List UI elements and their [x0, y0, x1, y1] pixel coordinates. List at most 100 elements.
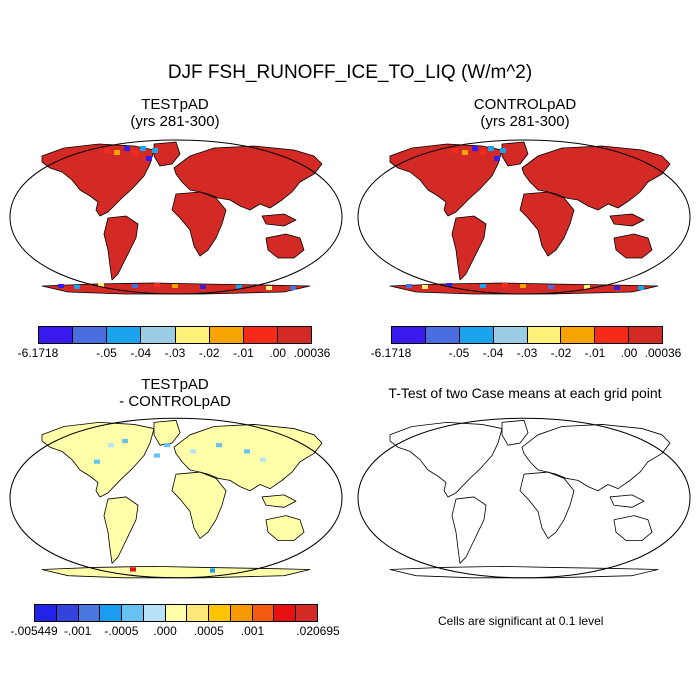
grid-cell — [260, 457, 266, 462]
colorbar-swatch — [122, 605, 144, 621]
colorbar-swatch — [459, 327, 494, 343]
grid-cell — [74, 285, 80, 289]
grid-cell — [98, 283, 104, 287]
grid-cell — [472, 146, 478, 151]
colorbar-tick-label: -.04 — [482, 346, 504, 360]
panel-control-years: (yrs 281-300) — [480, 113, 570, 130]
colorbar-swatch — [73, 327, 108, 343]
map-diff — [9, 417, 343, 579]
land-australia — [265, 515, 305, 541]
colorbar-swatch — [100, 605, 123, 621]
grid-cell — [132, 284, 138, 288]
grid-cell — [216, 443, 222, 448]
land-north-america — [389, 421, 503, 498]
colorbar-swatch — [141, 327, 176, 343]
colorbar-test — [38, 326, 312, 344]
panel-title-ttest: T-Test of two Case means at each grid po… — [350, 385, 700, 402]
colorbar-swatch — [230, 605, 253, 621]
grid-cell — [494, 156, 500, 161]
colorbar-swatch — [243, 327, 278, 343]
panel-test-name: TESTpAD — [141, 96, 209, 113]
colorbar-swatch — [209, 605, 231, 621]
colorbar-swatch — [425, 327, 460, 343]
colorbar-tick-label: -.001 — [64, 624, 92, 638]
colorbar-diff-labels: -.005449 -.001 -.0005 .000 .0005 .001 .020695 — [10, 624, 339, 638]
land-layer — [389, 141, 671, 295]
colorbar-swatch — [274, 605, 297, 621]
land-greenland — [501, 419, 529, 446]
grid-cell — [190, 449, 196, 454]
colorbar-tick-label: -.02 — [198, 346, 220, 360]
colorbar-swatch — [209, 327, 244, 343]
colorbar-swatch — [78, 605, 101, 621]
land-antarctica — [389, 282, 659, 295]
colorbar-tick-label: .00036 — [644, 346, 682, 360]
colorbar-tick-label: -.0005 — [104, 624, 139, 638]
map-ttest — [357, 417, 691, 579]
grid-cell — [614, 286, 620, 290]
colorbar-control-labels: -6.1718 -.05 -.04 -.03 -.02 -.01 .00 .00036 — [371, 346, 682, 360]
colorbar-swatch — [39, 327, 74, 343]
land-layer — [389, 419, 671, 579]
colorbar-swatch — [143, 605, 166, 621]
colorbar-tick-label: -6.1718 — [17, 346, 59, 360]
grid-cell — [146, 156, 152, 161]
grid-cell — [480, 150, 486, 155]
panel-title-control: CONTROLpAD (yrs 281-300) — [350, 96, 700, 130]
land-europe-asia — [173, 145, 323, 211]
colorbar-swatch — [561, 327, 596, 343]
land-europe-asia — [521, 424, 671, 492]
colorbar-swatch — [595, 327, 630, 343]
land-indonesia — [609, 494, 645, 508]
panel-ttest-name: T-Test of two Case means at each grid po… — [388, 385, 662, 401]
colorbar-tick-label: .00 — [269, 346, 287, 360]
panel-control-name: CONTROLpAD — [473, 96, 577, 113]
colorbar-tick-label: -.03 — [516, 346, 538, 360]
grid-cell — [140, 146, 146, 151]
grid-cell — [290, 286, 296, 290]
colorbar-tick-label: .001 — [240, 624, 265, 638]
land-indonesia — [609, 213, 645, 227]
grid-cell — [108, 443, 114, 448]
grid-cell — [124, 146, 130, 151]
grid-cell — [584, 285, 590, 289]
land-africa — [171, 191, 227, 257]
land-greenland — [153, 141, 181, 167]
grid-cell — [58, 284, 64, 288]
grid-cell — [154, 283, 160, 287]
grid-cell — [520, 284, 526, 288]
figure-title: DJF FSH_RUNOFF_ICE_TO_LIQ (W/m^2) — [167, 62, 533, 83]
colorbar-test-labels: -6.1718 -.05 -.04 -.03 -.02 -.01 .00 .00036 — [18, 346, 331, 360]
colorbar-swatch — [175, 327, 210, 343]
land-south-america — [451, 215, 487, 281]
grid-cell — [164, 443, 170, 448]
ocean — [358, 418, 690, 578]
colorbar-swatch — [35, 605, 57, 621]
colorbar-swatch — [392, 327, 426, 343]
map-control — [357, 139, 691, 295]
colorbar-tick-label: -.05 — [448, 346, 470, 360]
grid-cell — [462, 150, 468, 155]
grid-cell — [210, 568, 215, 573]
grid-cell — [488, 146, 494, 151]
panel-diff-minus: - CONTROLpAD — [119, 393, 231, 410]
grid-cell — [130, 567, 136, 572]
land-greenland — [501, 141, 529, 167]
land-australia — [613, 515, 653, 541]
colorbar-swatch — [252, 605, 275, 621]
grid-cell — [244, 449, 250, 454]
land-europe-asia — [521, 145, 671, 211]
panel-test-years: (yrs 281-300) — [130, 113, 220, 130]
colorbar-swatch — [493, 327, 528, 343]
land-antarctica — [389, 565, 659, 579]
colorbar-tick-label: -6.1718 — [370, 346, 412, 360]
grid-cell — [172, 284, 178, 288]
colorbar-swatch — [527, 327, 562, 343]
land-antarctica — [41, 282, 311, 295]
colorbar-tick-label: -.02 — [550, 346, 572, 360]
land-layer — [41, 141, 323, 295]
grid-cell — [236, 285, 242, 289]
grid-cell — [266, 286, 272, 290]
grid-cell — [94, 459, 100, 464]
grid-cell — [548, 285, 554, 289]
